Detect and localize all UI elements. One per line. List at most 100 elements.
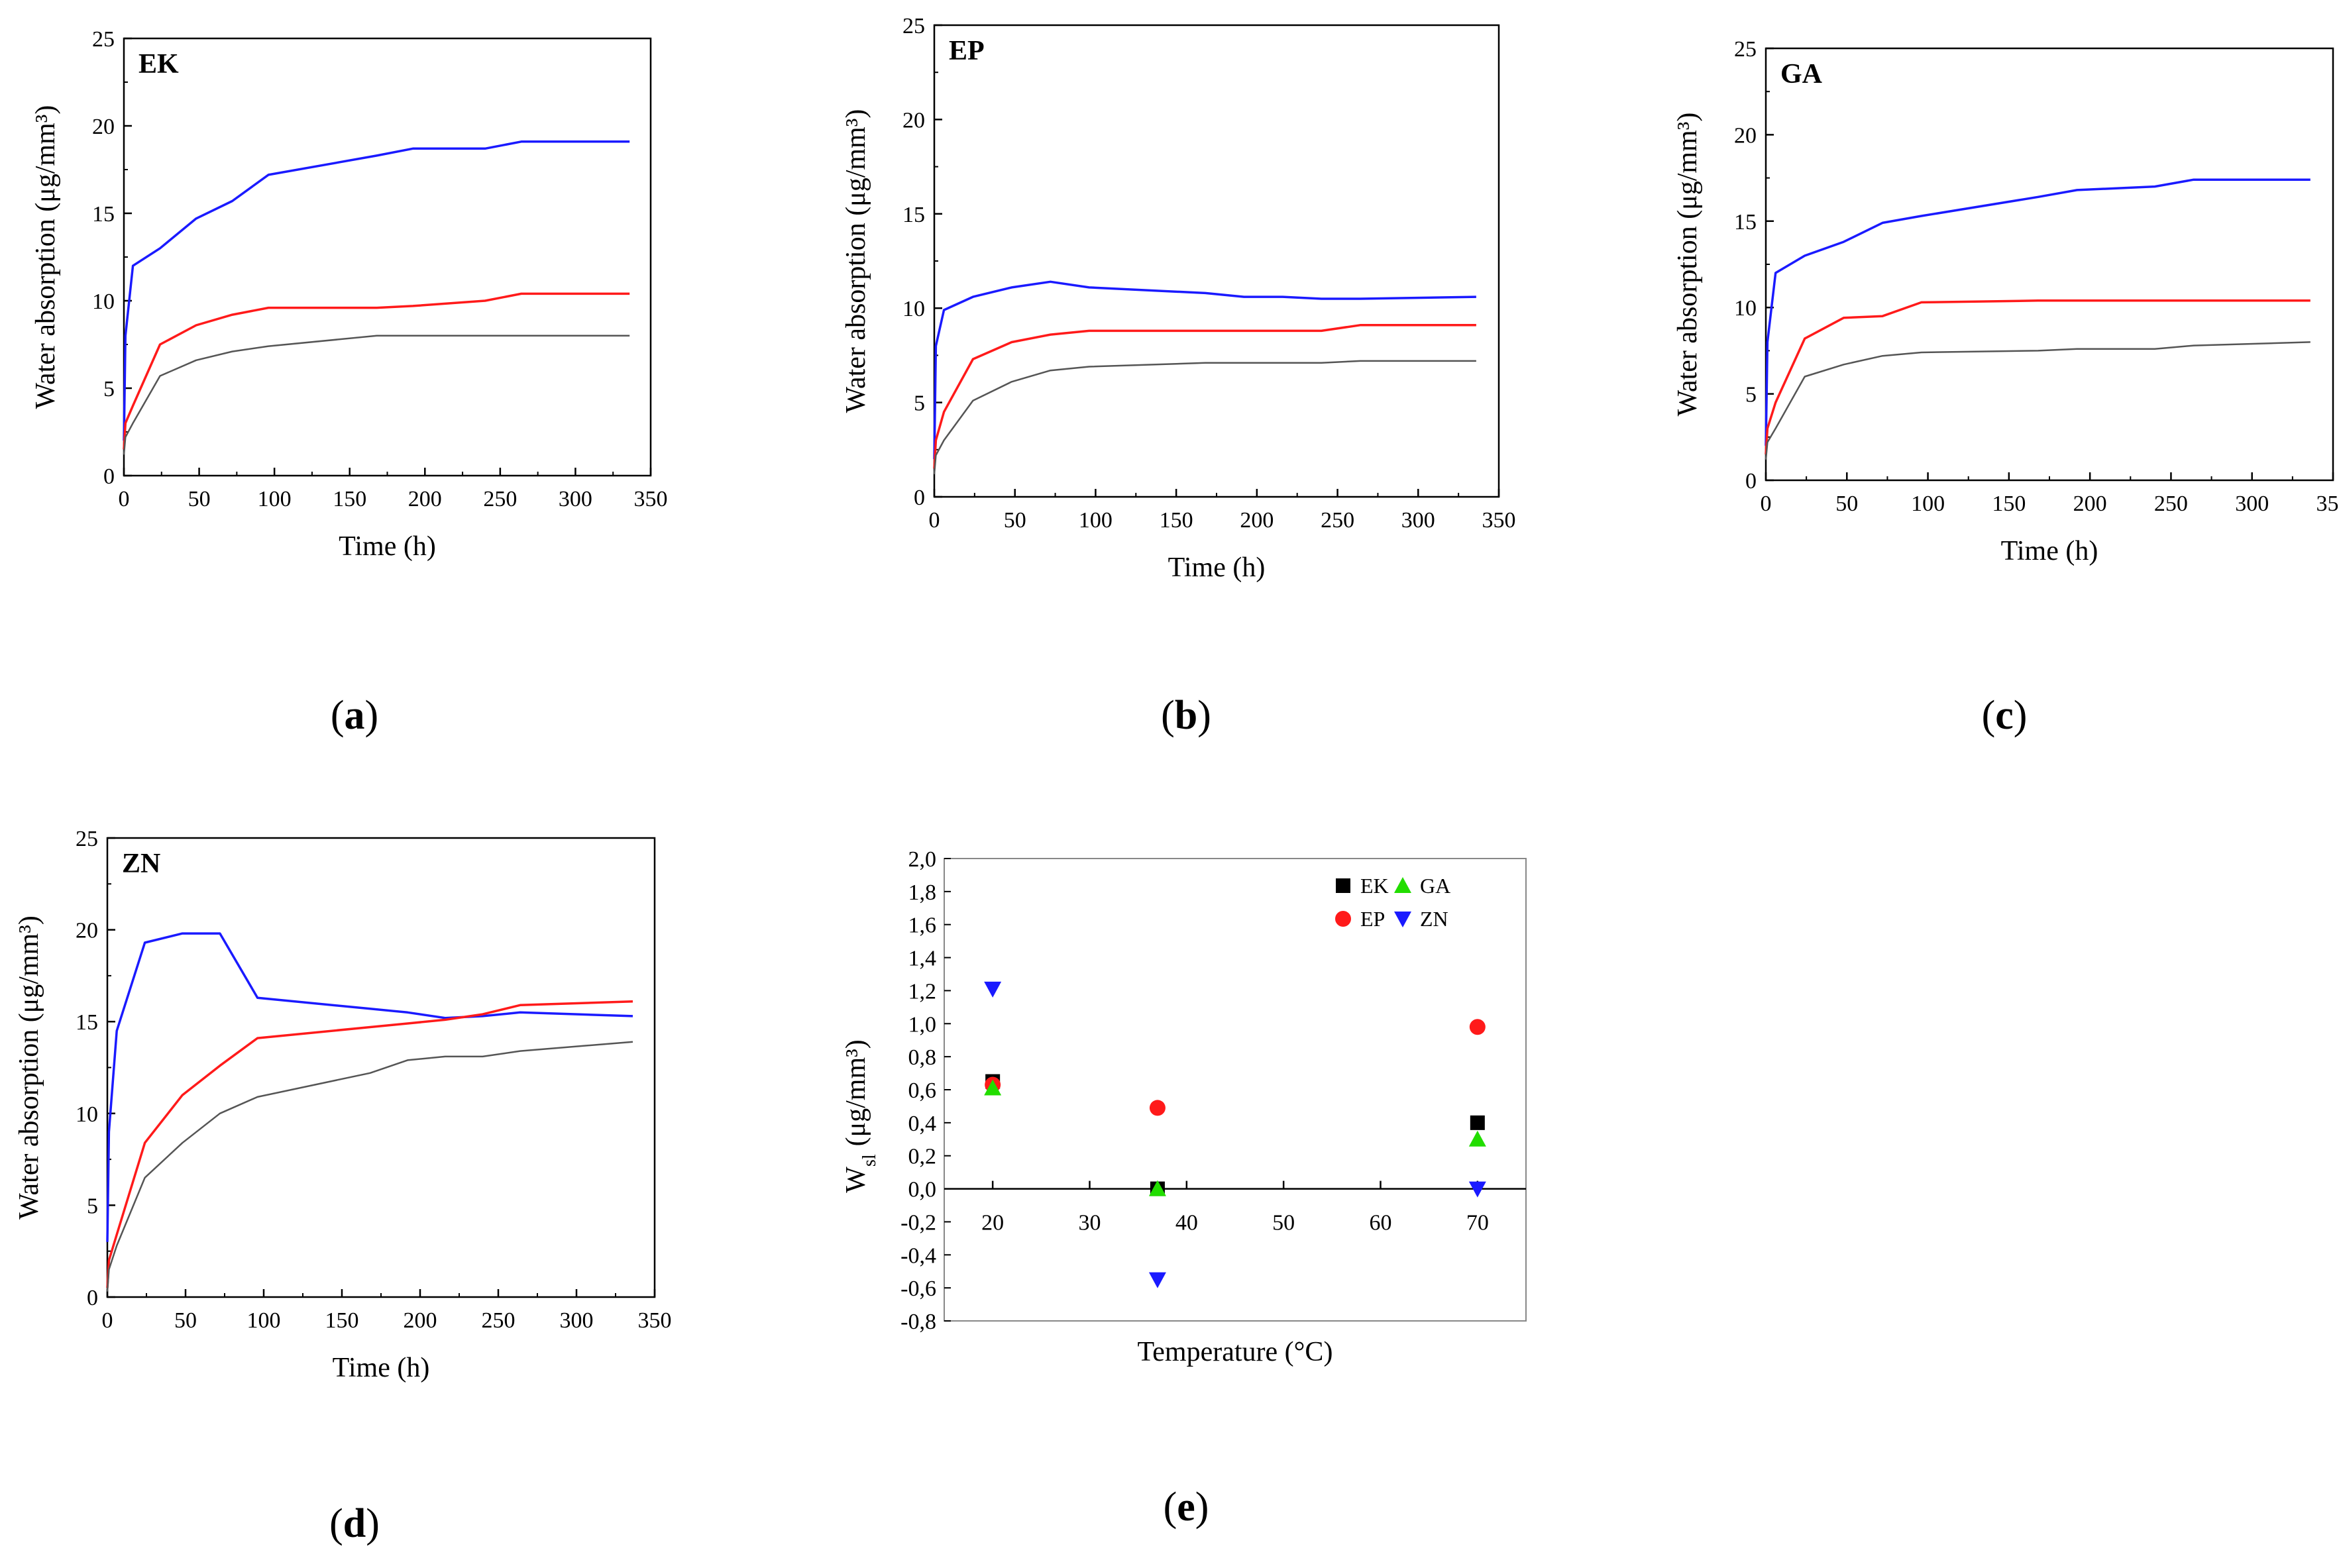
panel-caption: (e) [1164, 1485, 1209, 1530]
series-line-blue [123, 140, 630, 441]
x-tick-label: 350 [2316, 492, 2339, 516]
y-tick-label: 1,0 [908, 1012, 937, 1037]
y-tick-label: 0,6 [908, 1078, 937, 1103]
caption-paren-close: ) [1197, 693, 1211, 738]
plot-frame [123, 37, 652, 477]
x-tick-label: 60 [1370, 1211, 1392, 1235]
y-tick-label: 10 [92, 289, 115, 314]
series-line-red [1765, 299, 2311, 455]
x-tick-label: 250 [1321, 508, 1354, 533]
x-tick-label: 150 [1160, 508, 1193, 533]
y-tick-label: 1,2 [908, 979, 937, 1004]
x-axis-label: Temperature (°C) [1138, 1337, 1333, 1367]
x-tick-label: 300 [2235, 492, 2269, 516]
caption-letter: e [1177, 1485, 1195, 1530]
x-tick-label: 50 [1272, 1211, 1295, 1235]
y-tick-label: 1,8 [908, 880, 937, 905]
panel-title: EP [949, 36, 985, 66]
y-axis-label: Water absorption (μg/mm³) [1672, 113, 1703, 417]
panel-title: EK [138, 49, 179, 79]
x-tick-label: 0 [1761, 492, 1772, 516]
y-tick-label: 1,6 [908, 914, 937, 938]
y-tick-label: 1,4 [908, 947, 937, 971]
x-tick-label: 50 [1835, 492, 1858, 516]
point-ep [1149, 1100, 1166, 1116]
caption-letter: b [1175, 693, 1197, 738]
caption-letter: a [345, 693, 365, 738]
y-tick-label: 0,8 [908, 1045, 937, 1070]
caption-paren-close: ) [1195, 1485, 1209, 1530]
y-axis-label: Water absorption (μg/mm³) [30, 105, 61, 409]
y-tick-label: 10 [1734, 296, 1757, 321]
panel-caption: (d) [329, 1501, 380, 1546]
y-tick-label: 0 [1745, 469, 1757, 494]
x-axis-label: Time (h) [333, 1353, 430, 1383]
x-axis-label: Time (h) [1168, 552, 1266, 583]
point-zn [1468, 1181, 1486, 1198]
panel-caption: (c) [1982, 693, 2028, 738]
x-tick-label: 0 [119, 487, 130, 511]
x-tick-label: 350 [1482, 508, 1516, 533]
x-tick-label: 50 [188, 487, 211, 511]
legend-label-ga: GA [1420, 874, 1450, 898]
x-tick-label: 300 [559, 487, 592, 511]
series-line-gray [123, 335, 630, 455]
y-tick-label: 0,4 [908, 1112, 937, 1136]
y-tick-label: -0,2 [900, 1210, 936, 1235]
caption-paren-open: ( [1161, 693, 1175, 738]
point-zn [1148, 1272, 1166, 1288]
caption-paren-open: ( [1982, 693, 1996, 738]
legend-marker-ga [1394, 877, 1411, 893]
caption-paren-open: ( [1164, 1485, 1177, 1530]
x-tick-label: 200 [408, 487, 442, 511]
y-axis-label: Water absorption (μg/mm³) [14, 915, 44, 1220]
point-ek [1470, 1115, 1485, 1130]
y-tick-label: 25 [1734, 37, 1757, 62]
y-tick-label: 20 [76, 919, 98, 943]
x-tick-label: 150 [325, 1308, 359, 1333]
legend-marker-zn [1394, 912, 1411, 927]
legend-marker-ep [1335, 911, 1351, 927]
x-axis-label: Time (h) [2001, 536, 2098, 566]
y-tick-label: 0 [103, 464, 115, 489]
y-tick-label: 10 [902, 297, 925, 321]
plot-frame [933, 24, 1500, 498]
y-axis-label-sub: sl [859, 1154, 880, 1167]
x-tick-label: 150 [333, 487, 366, 511]
y-tick-label: 15 [1734, 210, 1757, 235]
y-tick-label: 5 [1745, 383, 1757, 407]
legend-label-ek: EK [1360, 874, 1389, 898]
x-tick-label: 300 [560, 1308, 594, 1333]
series-line-blue [933, 280, 1476, 460]
series-line-gray [1765, 341, 2311, 460]
panel-title: GA [1780, 59, 1823, 89]
legend-label-zn: ZN [1420, 907, 1448, 931]
panel-b: 0 50 100 150 200 250 300 350 0 5 10 15 20 25 EP Time (h… [841, 14, 1516, 738]
plot-frame [1765, 47, 2334, 482]
y-tick-label: 25 [902, 14, 925, 38]
caption-letter: c [1995, 693, 2014, 738]
y-tick-label: -0,8 [900, 1310, 936, 1334]
x-tick-label: 350 [638, 1308, 672, 1333]
x-tick-label: 250 [483, 487, 517, 511]
y-tick-label: 2,0 [908, 847, 937, 872]
series-line-blue [106, 932, 633, 1242]
x-tick-label: 200 [404, 1308, 437, 1333]
caption-paren-open: ( [331, 693, 345, 738]
series-line-gray [933, 360, 1476, 474]
x-tick-label: 150 [1992, 492, 2026, 516]
point-ga [984, 1079, 1002, 1096]
caption-paren-close: ) [365, 693, 379, 738]
y-tick-label: 15 [76, 1010, 98, 1035]
x-tick-label: 300 [1401, 508, 1435, 533]
x-tick-label: 100 [247, 1308, 281, 1333]
x-tick-label: 0 [102, 1308, 113, 1333]
y-tick-label: 5 [914, 392, 925, 416]
series-line-gray [106, 1041, 633, 1292]
legend-marker-ek [1336, 878, 1350, 893]
point-ga [1468, 1130, 1486, 1147]
x-tick-label: 40 [1175, 1211, 1198, 1235]
y-tick-label: 15 [902, 203, 925, 227]
